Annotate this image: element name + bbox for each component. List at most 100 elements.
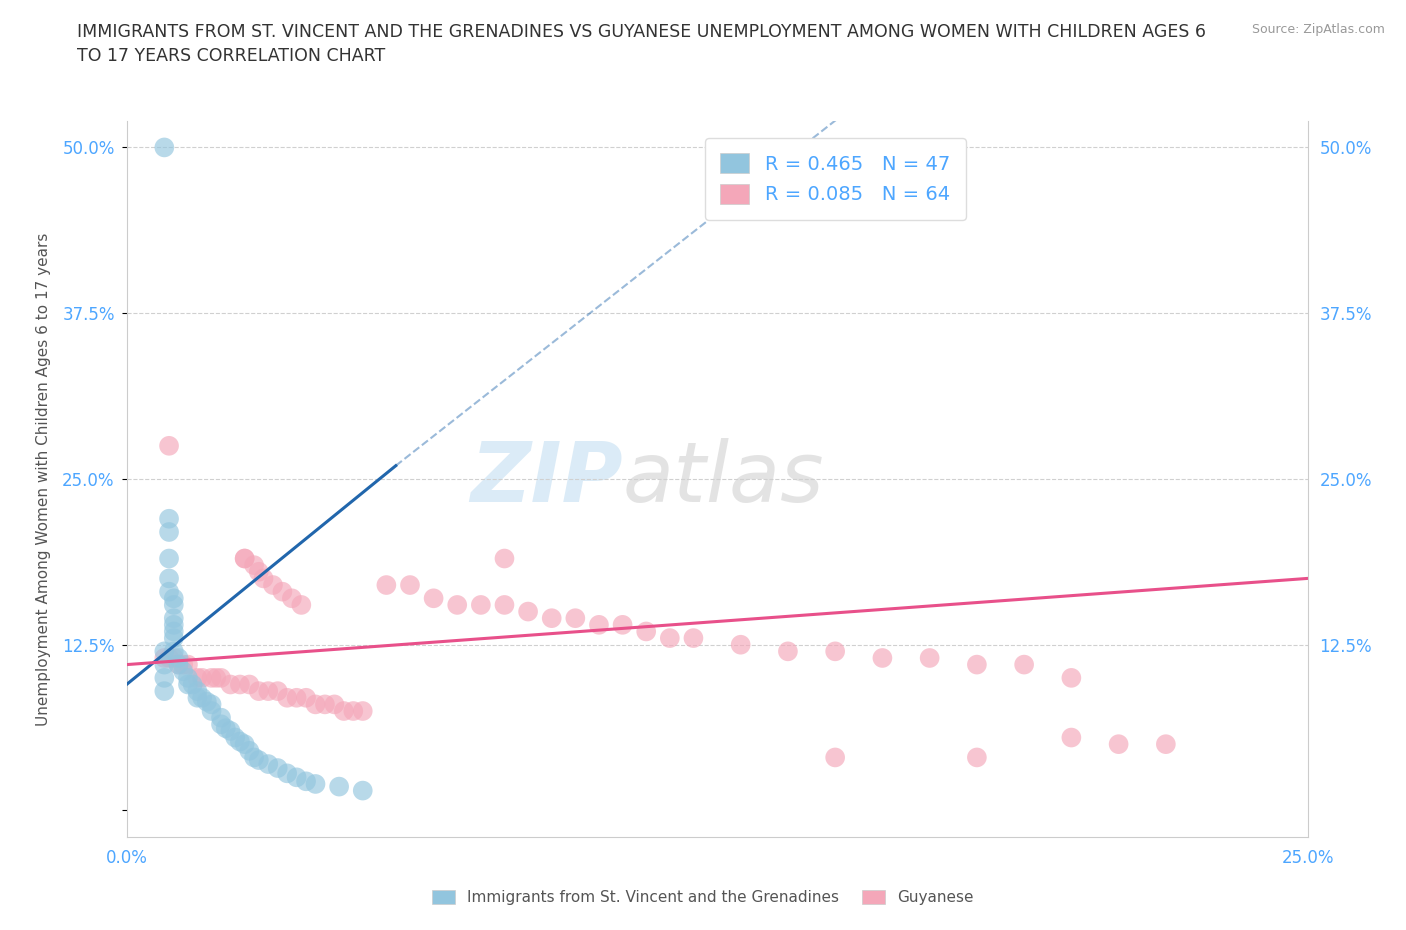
Point [163, 618, 186, 632]
Point [153, 140, 176, 155]
Point [1108, 737, 1130, 751]
Point [540, 611, 562, 626]
Point [186, 684, 208, 698]
Point [181, 677, 204, 692]
Point [314, 697, 336, 711]
Point [209, 711, 232, 725]
Point [205, 671, 228, 685]
Point [636, 624, 658, 639]
Point [588, 618, 610, 632]
Point [375, 578, 398, 592]
Point [966, 658, 988, 672]
Point [157, 438, 180, 453]
Point [153, 644, 176, 658]
Point [285, 770, 308, 785]
Point [918, 651, 941, 666]
Text: atlas: atlas [623, 438, 824, 520]
Legend: R = 0.465   N = 47, R = 0.085   N = 64: R = 0.465 N = 47, R = 0.085 N = 64 [704, 138, 966, 219]
Point [281, 591, 304, 605]
Point [229, 734, 252, 749]
Point [153, 651, 176, 666]
Point [172, 658, 194, 672]
Point [824, 644, 846, 658]
Point [167, 651, 190, 666]
Point [163, 597, 186, 612]
Point [247, 752, 270, 767]
Point [229, 677, 252, 692]
Point [153, 671, 176, 685]
Point [186, 690, 208, 705]
Point [494, 597, 516, 612]
Point [252, 571, 274, 586]
Point [209, 671, 232, 685]
Point [494, 551, 516, 566]
Point [262, 578, 284, 592]
Point [157, 571, 180, 586]
Point [186, 671, 208, 685]
Point [200, 697, 222, 711]
Point [163, 591, 186, 605]
Point [163, 644, 186, 658]
Point [177, 658, 200, 672]
Point [247, 684, 270, 698]
Point [191, 671, 214, 685]
Point [247, 565, 270, 579]
Point [177, 671, 200, 685]
Point [290, 597, 312, 612]
Point [1012, 658, 1035, 672]
Point [517, 604, 540, 619]
Point [612, 618, 634, 632]
Point [276, 766, 298, 781]
Point [1060, 671, 1083, 685]
Point [966, 750, 988, 764]
Point [157, 551, 180, 566]
Point [167, 658, 190, 672]
Point [285, 690, 308, 705]
Point [233, 551, 256, 566]
Point [195, 695, 218, 710]
Point [257, 757, 280, 772]
Point [1060, 730, 1083, 745]
Point [163, 651, 186, 666]
Point [446, 597, 468, 612]
Point [422, 591, 444, 605]
Point [167, 658, 190, 672]
Point [352, 783, 374, 798]
Point [295, 690, 318, 705]
Text: Source: ZipAtlas.com: Source: ZipAtlas.com [1251, 23, 1385, 36]
Point [215, 721, 238, 736]
Point [824, 750, 846, 764]
Point [172, 664, 194, 679]
Legend: Immigrants from St. Vincent and the Grenadines, Guyanese: Immigrants from St. Vincent and the Gren… [425, 883, 981, 913]
Point [730, 637, 752, 652]
Point [233, 737, 256, 751]
Point [157, 525, 180, 539]
Point [304, 777, 326, 791]
Point [200, 704, 222, 719]
Point [209, 717, 232, 732]
Point [295, 774, 318, 789]
Point [238, 677, 260, 692]
Point [157, 512, 180, 526]
Point [352, 704, 374, 719]
Point [219, 724, 242, 738]
Point [243, 750, 266, 764]
Point [267, 684, 290, 698]
Point [333, 704, 356, 719]
Point [872, 651, 894, 666]
Point [257, 684, 280, 698]
Point [243, 558, 266, 573]
Text: IMMIGRANTS FROM ST. VINCENT AND THE GRENADINES VS GUYANESE UNEMPLOYMENT AMONG WO: IMMIGRANTS FROM ST. VINCENT AND THE GREN… [77, 23, 1206, 65]
Point [163, 631, 186, 645]
Point [200, 671, 222, 685]
Point [267, 761, 290, 776]
Point [271, 584, 294, 599]
Point [1154, 737, 1177, 751]
Point [157, 584, 180, 599]
Point [163, 611, 186, 626]
Y-axis label: Unemployment Among Women with Children Ages 6 to 17 years: Unemployment Among Women with Children A… [37, 232, 51, 725]
Point [233, 551, 256, 566]
Point [328, 779, 350, 794]
Point [682, 631, 704, 645]
Point [177, 677, 200, 692]
